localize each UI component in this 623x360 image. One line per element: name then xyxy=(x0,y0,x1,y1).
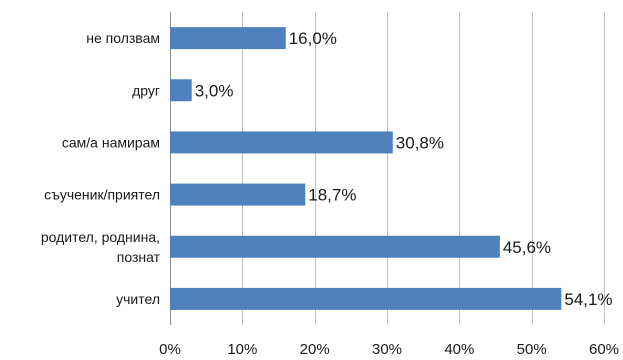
data-label: 16,0% xyxy=(289,29,337,48)
x-tick-label: 60% xyxy=(589,341,619,358)
category-label: съученик/приятел xyxy=(44,187,160,203)
bar xyxy=(170,183,306,206)
x-tick-label: 0% xyxy=(159,341,181,358)
data-label: 3,0% xyxy=(195,81,234,100)
category-labels: не ползвам друг сам/а намирам съученик/прия… xyxy=(41,30,161,307)
category-label: друг xyxy=(132,82,160,98)
x-tick-label: 30% xyxy=(372,341,402,358)
data-labels: 16,0% 3,0% 30,8% 18,7% 45,6% 54,1% xyxy=(195,29,613,309)
category-label: познат xyxy=(117,249,161,265)
data-label: 54,1% xyxy=(564,290,612,309)
bar xyxy=(170,131,393,154)
category-label: родител, роднина, xyxy=(41,229,160,245)
data-label: 45,6% xyxy=(503,238,551,257)
bar xyxy=(170,235,500,258)
bars xyxy=(170,27,562,310)
data-label: 18,7% xyxy=(308,186,356,205)
x-tick-label: 20% xyxy=(300,341,330,358)
data-label: 30,8% xyxy=(396,133,444,152)
x-tick-label: 10% xyxy=(227,341,257,358)
x-tick-labels: 0% 10% 20% 30% 40% 50% 60% xyxy=(159,341,619,358)
grid-lines xyxy=(170,12,605,325)
x-tick-label: 40% xyxy=(444,341,474,358)
bar xyxy=(170,27,286,50)
x-tick-label: 50% xyxy=(517,341,547,358)
category-label: не ползвам xyxy=(86,30,160,46)
category-label: учител xyxy=(116,291,160,307)
bar xyxy=(170,79,192,102)
category-label: сам/а намирам xyxy=(62,134,160,150)
bar xyxy=(170,287,562,310)
